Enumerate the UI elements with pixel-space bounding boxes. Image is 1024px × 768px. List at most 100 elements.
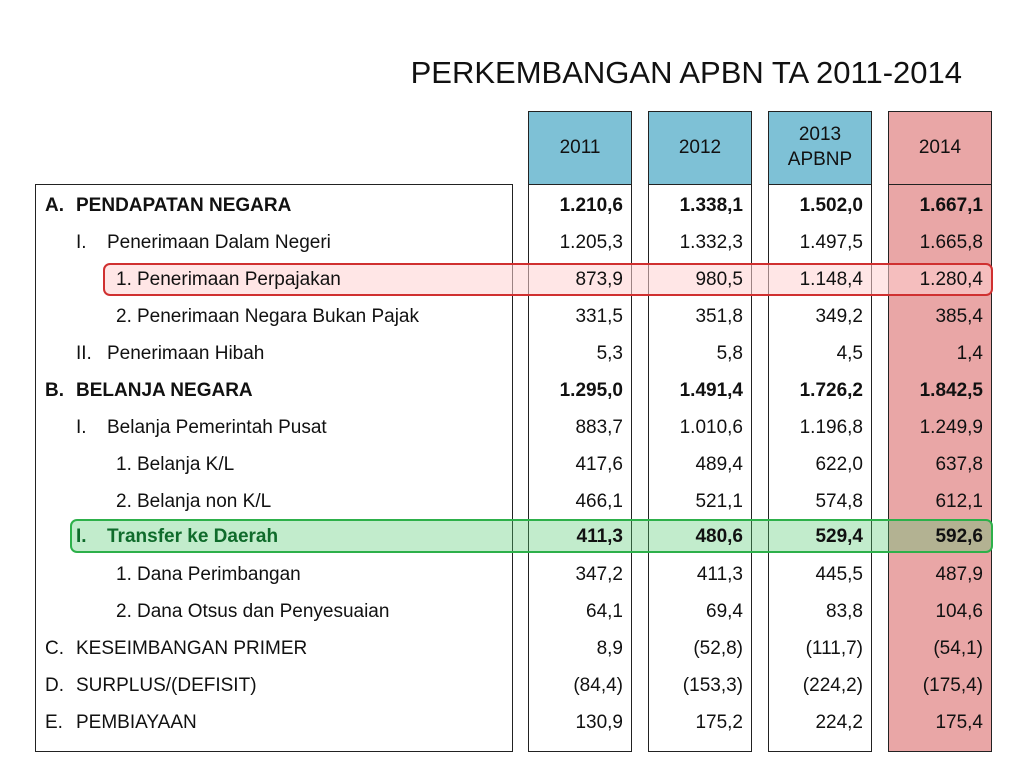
header-line1: 2012 — [678, 136, 722, 158]
value-2014: 612,1 — [935, 491, 983, 512]
row-marker: D. — [45, 675, 64, 696]
value-2014: 385,4 — [935, 306, 983, 327]
value-2011: 1.295,0 — [559, 380, 623, 401]
row-marker: 2. — [116, 491, 132, 512]
row-marker: B. — [45, 380, 64, 401]
row-marker: I. — [76, 526, 87, 547]
value-2013: 1.148,4 — [799, 269, 863, 290]
row-label: Dana Perimbangan — [137, 564, 301, 585]
value-2013: 529,4 — [815, 526, 863, 547]
row-marker: 2. — [116, 306, 132, 327]
value-2012: 1.010,6 — [679, 417, 743, 438]
table-row: 2. Dana Otsus dan Penyesuaian 64,1 69,4 … — [0, 593, 1024, 630]
value-2012: 5,8 — [716, 343, 743, 364]
value-2012: 175,2 — [695, 712, 743, 733]
value-2012: (52,8) — [693, 638, 743, 659]
value-2012: 480,6 — [695, 526, 743, 547]
value-2014: 1.667,1 — [919, 195, 983, 216]
row-label: Dana Otsus dan Penyesuaian — [137, 601, 390, 622]
row-marker: 1. — [116, 564, 132, 585]
value-2013: 83,8 — [826, 601, 863, 622]
value-2011: 411,3 — [576, 526, 624, 547]
value-2012: 1.491,4 — [679, 380, 743, 401]
value-2013: 349,2 — [815, 306, 863, 327]
row-label: KESEIMBANGAN PRIMER — [76, 638, 308, 659]
table-row: 1. Penerimaan Perpajakan 873,9 980,5 1.1… — [0, 261, 1024, 298]
row-marker: 1. — [116, 269, 132, 290]
value-2011: 130,9 — [575, 712, 623, 733]
value-2014: (175,4) — [922, 675, 983, 696]
row-label: SURPLUS/(DEFISIT) — [76, 675, 257, 696]
header-2012: 2012 — [648, 111, 752, 185]
value-2011: 466,1 — [575, 491, 623, 512]
value-2012: 521,1 — [695, 491, 743, 512]
value-2014: 1.249,9 — [919, 417, 983, 438]
header-line2: APBNP — [787, 149, 853, 170]
header-2014: 2014 — [888, 111, 992, 185]
value-2011: 347,2 — [575, 564, 623, 585]
table-row: I. Belanja Pemerintah Pusat 883,7 1.010,… — [0, 409, 1024, 446]
value-2011: 883,7 — [575, 417, 623, 438]
value-2013: 1.502,0 — [799, 195, 863, 216]
table-row: II. Penerimaan Hibah 5,3 5,8 4,5 1,4 — [0, 335, 1024, 372]
value-2014: 1.665,8 — [919, 232, 983, 253]
value-2013: 1.497,5 — [799, 232, 863, 253]
row-label: Belanja K/L — [137, 454, 235, 475]
value-2013: 4,5 — [836, 343, 863, 364]
row-marker: II. — [76, 343, 92, 364]
highlight-perpajakan — [103, 263, 993, 296]
value-2011: 331,5 — [575, 306, 623, 327]
header-line1: 2011 — [559, 136, 601, 158]
value-2014: 487,9 — [935, 564, 983, 585]
row-marker: I. — [76, 232, 87, 253]
row-label: BELANJA NEGARA — [76, 380, 253, 401]
header-2013-apbnp: 2013 APBNP — [768, 111, 872, 185]
table-row: 1. Dana Perimbangan 347,2 411,3 445,5 48… — [0, 556, 1024, 593]
value-2014: 592,6 — [935, 526, 983, 547]
table-row: I. Transfer ke Daerah 411,3 480,6 529,4 … — [0, 518, 1024, 555]
value-2012: 1.332,3 — [679, 232, 743, 253]
value-2014: 104,6 — [935, 601, 983, 622]
value-2012: 489,4 — [695, 454, 743, 475]
value-2013: 622,0 — [815, 454, 863, 475]
value-2013: (224,2) — [802, 675, 863, 696]
value-2013: 224,2 — [815, 712, 863, 733]
row-label: Penerimaan Negara Bukan Pajak — [137, 306, 420, 327]
value-2012: 980,5 — [695, 269, 743, 290]
value-2013: 574,8 — [815, 491, 863, 512]
table-row: B. BELANJA NEGARA 1.295,0 1.491,4 1.726,… — [0, 372, 1024, 409]
row-label: Penerimaan Dalam Negeri — [107, 232, 331, 253]
table-row: I. Penerimaan Dalam Negeri 1.205,3 1.332… — [0, 224, 1024, 261]
value-2011: 417,6 — [575, 454, 623, 475]
row-marker: 2. — [116, 601, 132, 622]
value-2011: 1.205,3 — [559, 232, 623, 253]
header-line1: 2014 — [918, 136, 962, 158]
value-2012: 69,4 — [706, 601, 743, 622]
page-title: PERKEMBANGAN APBN TA 2011-2014 — [410, 55, 962, 90]
value-2012: 411,3 — [696, 564, 743, 585]
value-2014: 175,4 — [935, 712, 983, 733]
table-row: D. SURPLUS/(DEFISIT) (84,4) (153,3) (224… — [0, 667, 1024, 704]
value-2011: (84,4) — [573, 675, 623, 696]
table-row: 2. Belanja non K/L 466,1 521,1 574,8 612… — [0, 483, 1024, 520]
row-label: PEMBIAYAAN — [76, 712, 197, 733]
table-row: A. PENDAPATAN NEGARA 1.210,6 1.338,1 1.5… — [0, 187, 1024, 224]
row-label: Belanja non K/L — [137, 491, 272, 512]
table-row: 1. Belanja K/L 417,6 489,4 622,0 637,8 — [0, 446, 1024, 483]
value-2014: 1.280,4 — [919, 269, 983, 290]
row-marker: C. — [45, 638, 64, 659]
value-2011: 8,9 — [596, 638, 623, 659]
table-row: E. PEMBIAYAAN 130,9 175,2 224,2 175,4 — [0, 704, 1024, 741]
table-row: 2. Penerimaan Negara Bukan Pajak 331,5 3… — [0, 298, 1024, 335]
value-2013: 1.196,8 — [799, 417, 863, 438]
row-label: Belanja Pemerintah Pusat — [107, 417, 327, 438]
row-marker: I. — [76, 417, 87, 438]
row-marker: A. — [45, 195, 64, 216]
value-2014: (54,1) — [933, 638, 983, 659]
value-2013: (111,7) — [805, 638, 863, 659]
value-2014: 637,8 — [935, 454, 983, 475]
value-2011: 1.210,6 — [559, 195, 623, 216]
value-2013: 445,5 — [815, 564, 863, 585]
header-2011: 2011 — [528, 111, 632, 185]
row-marker: E. — [45, 712, 63, 733]
